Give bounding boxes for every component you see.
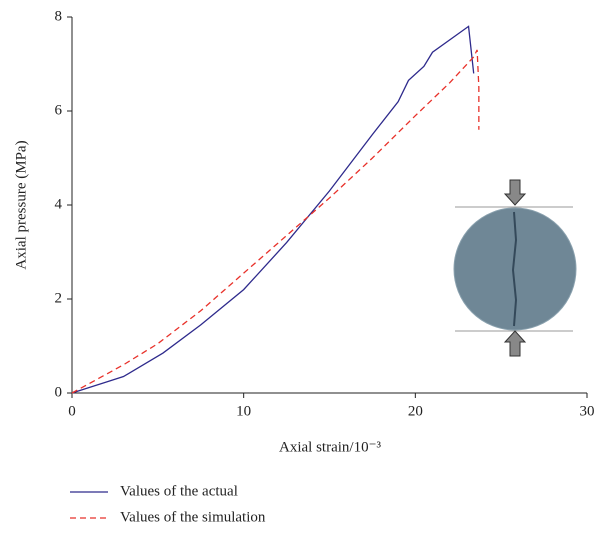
y-tick-label: 0 bbox=[55, 384, 63, 400]
inset-specimen bbox=[454, 180, 576, 356]
y-axis-label: Axial pressure (MPa) bbox=[13, 140, 29, 269]
x-tick-label: 30 bbox=[580, 403, 595, 419]
y-tick-label: 6 bbox=[55, 102, 63, 118]
chart: Axial strain/10⁻³ Axial pressure (MPa) 0… bbox=[0, 0, 597, 535]
x-tick-label: 0 bbox=[68, 403, 76, 419]
series-line bbox=[72, 26, 474, 393]
legend-label: Values of the actual bbox=[120, 483, 238, 499]
legend-label: Values of the simulation bbox=[120, 509, 266, 525]
y-tick-label: 2 bbox=[55, 290, 63, 306]
series-line bbox=[72, 50, 479, 393]
x-tick-label: 10 bbox=[236, 403, 251, 419]
y-tick-label: 4 bbox=[55, 196, 63, 212]
x-tick-label: 20 bbox=[408, 403, 423, 419]
y-tick-label: 8 bbox=[55, 8, 63, 24]
x-axis-label: Axial strain/10⁻³ bbox=[279, 439, 381, 455]
